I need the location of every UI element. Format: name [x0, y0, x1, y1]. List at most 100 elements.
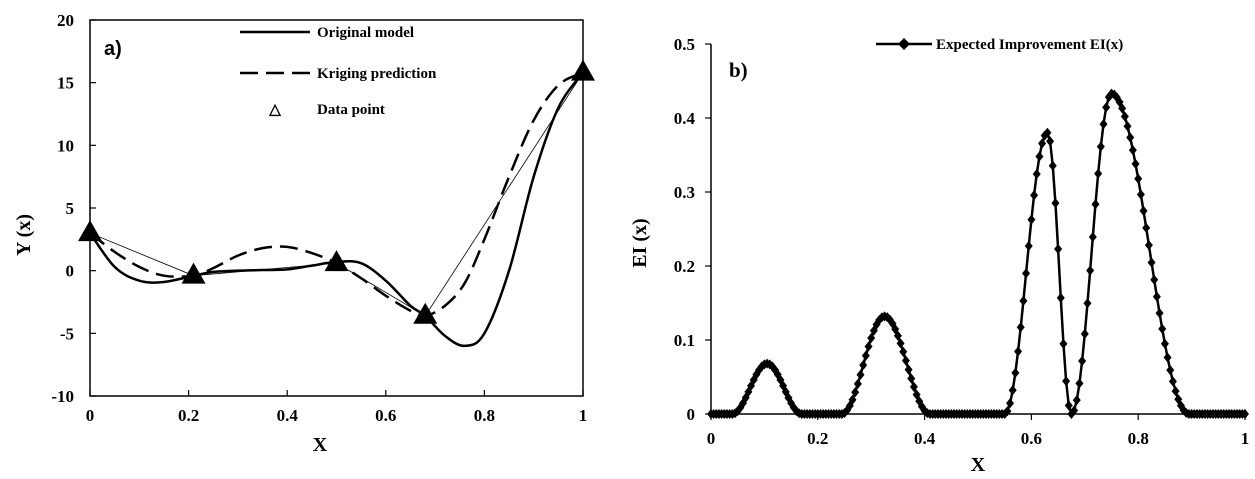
ei-diamond-marker — [1059, 338, 1068, 349]
ei-diamond-marker — [1043, 127, 1052, 138]
ei-diamond-marker — [1080, 328, 1089, 339]
panel-a: 0 0.2 0.4 0.6 0.8 1 -10 -5 0 5 10 15 20 a) X Y (x) O… — [13, 11, 595, 456]
ei-diamond-marker — [856, 369, 865, 380]
ei-diamond-marker — [1096, 141, 1105, 152]
x-axis-label-b: X — [971, 454, 986, 476]
ei-diamond-marker — [907, 373, 916, 384]
ei-diamond-marker — [1078, 355, 1087, 366]
data-point-marker — [413, 302, 438, 324]
ei-diamond-marker — [1166, 365, 1175, 376]
ei-diamond-marker — [1003, 406, 1012, 417]
ei-diamond-marker — [1035, 151, 1044, 162]
ei-diamond-marker — [1006, 398, 1015, 409]
ei-diamond-marker — [1051, 198, 1060, 209]
ei-diamond-marker — [1241, 409, 1249, 419]
ei-diamond-marker — [1062, 376, 1071, 387]
ei-diamond-marker — [1016, 322, 1025, 333]
ei-diamond-marker — [861, 350, 870, 361]
ei-diamond-marker — [1123, 121, 1132, 132]
ei-diamond-marker — [1150, 274, 1159, 285]
ei-diamond-marker — [1136, 189, 1145, 200]
ei-diamond-marker — [1083, 298, 1092, 309]
ei-diamond-marker — [1142, 222, 1151, 233]
ei-diamond-marker — [1008, 385, 1017, 396]
x-axis-label-a: X — [313, 434, 328, 456]
legend-label-kriging: Kriging prediction — [317, 66, 437, 82]
ei-diamond-marker — [1152, 291, 1161, 302]
data-point-marker — [78, 220, 102, 242]
ei-diamond-marker — [1102, 102, 1111, 113]
ei-diamond-marker — [1019, 295, 1028, 306]
ei-diamond-marker — [1027, 214, 1036, 225]
y-tick-label-a: -10 — [51, 387, 74, 406]
x-tick-label-a: 0.8 — [474, 406, 495, 425]
data-point-marker — [571, 59, 595, 81]
ei-diamond-marker — [851, 387, 860, 398]
y-tick-label-b: 0.2 — [674, 257, 695, 276]
ei-diamond-marker — [848, 394, 857, 405]
ei-diamond-marker — [893, 330, 902, 341]
x-tick-label-a: 0 — [86, 406, 95, 425]
series-kriging-prediction — [89, 71, 584, 318]
ei-diamond-marker — [1139, 205, 1148, 216]
ei-diamond-marker — [1163, 352, 1172, 363]
legend-swatch-ei-marker — [898, 38, 910, 50]
ei-diamond-marker — [1072, 395, 1081, 406]
ei-diamond-marker — [1120, 111, 1129, 122]
ei-diamond-marker — [1168, 376, 1177, 387]
ei-diamond-marker — [1070, 405, 1079, 416]
series-expected-improvement — [711, 92, 1245, 417]
ei-diamond-marker — [1160, 338, 1169, 349]
y-tick-label-a: -5 — [60, 324, 74, 343]
ei-diamond-marker — [1014, 346, 1023, 357]
x-tick-label-b: 0 — [707, 429, 716, 448]
y-tick-label-a: 5 — [66, 199, 75, 218]
ei-diamond-marker — [1054, 243, 1063, 254]
ei-diamond-marker — [1099, 119, 1108, 130]
x-tick-label-a: 1 — [579, 406, 588, 425]
ei-diamond-marker — [1064, 400, 1073, 411]
legend-label-datapoint: Data point — [317, 102, 385, 118]
ei-diamond-marker — [1118, 103, 1127, 114]
ei-diamond-marker — [909, 381, 918, 392]
y-tick-label-a: 0 — [66, 262, 75, 281]
ei-diamond-marker — [1032, 168, 1041, 179]
ei-diamond-marker — [1094, 168, 1103, 179]
panel-b: 0 0.2 0.4 0.6 0.8 1 0 0.1 0.2 0.3 0.4 0.5 b) X EI (… — [629, 35, 1249, 476]
y-axis-label-b: EI (x) — [629, 218, 651, 267]
ei-diamond-marker — [1134, 173, 1143, 184]
x-tick-label-b: 0.4 — [914, 429, 936, 448]
ei-diamond-marker — [904, 364, 913, 375]
ei-diamond-marker — [1158, 323, 1167, 334]
y-tick-label-a: 20 — [57, 11, 74, 30]
y-tick-label-b: 0.4 — [674, 109, 696, 128]
ei-diamond-marker — [1056, 292, 1065, 303]
ei-diamond-marker — [1128, 145, 1137, 156]
legend-swatch-datapoint: △ — [268, 102, 281, 118]
y-tick-label-b: 0.5 — [674, 35, 695, 54]
ei-diamond-marker — [901, 355, 910, 366]
ei-diamond-marker — [899, 346, 908, 357]
x-tick-label-b: 1 — [1241, 429, 1250, 448]
legend-label-original: Original model — [317, 25, 414, 41]
ei-diamond-marker — [1030, 190, 1039, 201]
y-tick-label-b: 0.3 — [674, 183, 695, 202]
ei-diamond-marker — [1038, 138, 1047, 149]
ei-diamond-marker — [1171, 386, 1180, 397]
ei-diamond-marker — [896, 338, 905, 349]
data-point-marker — [324, 250, 349, 272]
y-tick-label-b: 0 — [687, 405, 696, 424]
ei-diamond-marker — [853, 378, 862, 389]
x-tick-label-a: 0.2 — [178, 406, 199, 425]
ei-diamond-marker — [1011, 367, 1020, 378]
panel-label-b: b) — [729, 58, 748, 82]
ei-diamond-marker — [1147, 257, 1156, 268]
x-tick-label-b: 0.8 — [1128, 429, 1149, 448]
x-tick-label-a: 0.6 — [375, 406, 396, 425]
y-tick-label-b: 0.1 — [674, 331, 695, 350]
series-original-model — [88, 71, 585, 348]
y-axis-label-a: Y (x) — [13, 214, 35, 256]
ei-diamond-marker — [1131, 158, 1140, 169]
ei-diamond-marker — [1126, 132, 1135, 143]
